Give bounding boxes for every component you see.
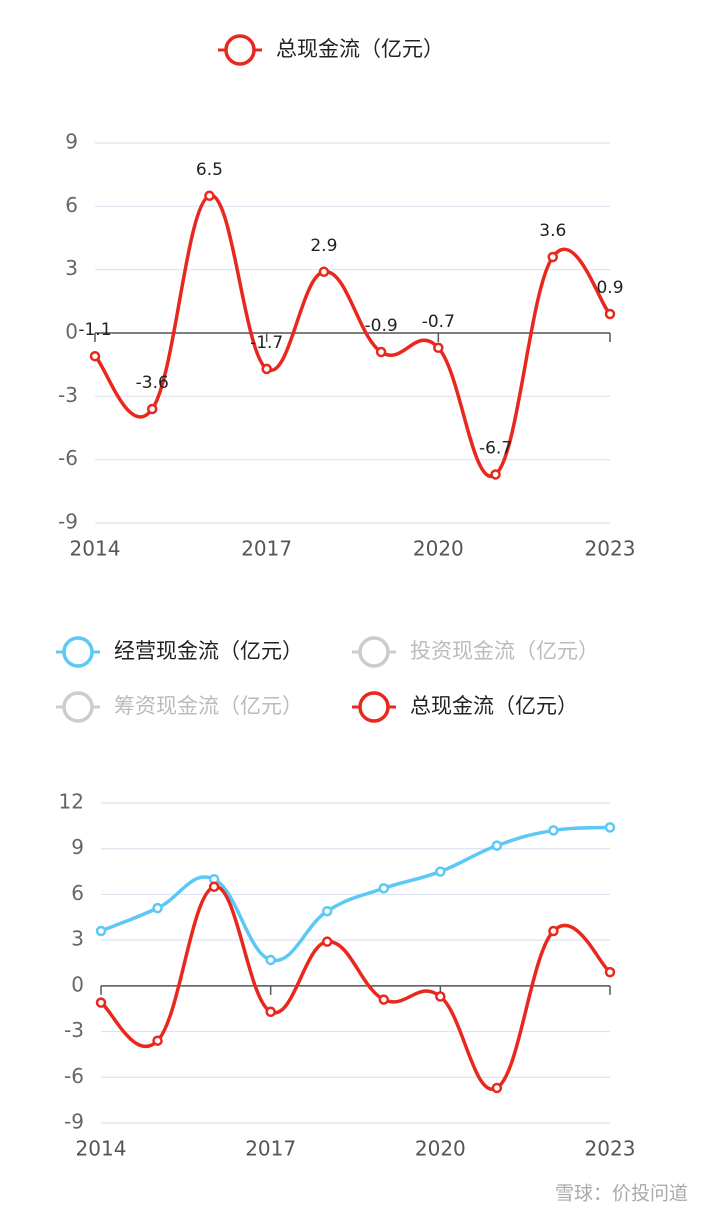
- data-label: -3.6: [136, 373, 169, 393]
- data-label: -1.7: [250, 333, 283, 353]
- point: [548, 925, 559, 937]
- point: [146, 403, 158, 415]
- point: [378, 883, 390, 894]
- point: [548, 825, 559, 836]
- y-tick-label: -3: [58, 383, 78, 407]
- y-tick-label: -6: [58, 446, 78, 470]
- x-tick-label: 2023: [585, 1137, 636, 1161]
- x-tick-label: 2014: [70, 537, 121, 561]
- series-line: [93, 194, 612, 479]
- legend-label: 筹资现金流（亿元）: [114, 694, 303, 718]
- legend-marker: [358, 691, 390, 723]
- point: [95, 997, 107, 1008]
- legend-marker: [224, 34, 256, 66]
- y-tick-label: 9: [65, 130, 78, 154]
- point: [375, 346, 387, 358]
- x-tick-label: 2020: [415, 1137, 466, 1161]
- y-tick-label: 12: [59, 790, 84, 814]
- point: [318, 266, 330, 278]
- point: [152, 902, 163, 914]
- series-line: [99, 885, 612, 1091]
- x-tick-label: 2014: [76, 1137, 127, 1161]
- point: [321, 936, 333, 947]
- y-tick-label: -3: [64, 1018, 84, 1042]
- x-tick-label: 2017: [241, 537, 292, 561]
- y-tick-label: -6: [64, 1064, 84, 1088]
- point: [435, 991, 446, 1002]
- point: [208, 881, 220, 893]
- data-label: -0.9: [365, 316, 398, 336]
- point: [321, 905, 333, 917]
- y-tick-label: 6: [65, 193, 78, 217]
- watermark: 雪球：价投问道: [555, 1183, 688, 1205]
- point: [547, 251, 559, 263]
- point: [378, 994, 390, 1005]
- data-label: 0.9: [596, 278, 623, 298]
- legend-label: 投资现金流（亿元）: [410, 639, 599, 663]
- data-label: -0.7: [422, 312, 455, 332]
- point: [152, 1035, 163, 1046]
- legend-label: 总现金流（亿元）: [276, 37, 444, 61]
- data-label: 3.6: [539, 221, 566, 241]
- point: [265, 1006, 276, 1018]
- x-tick-label: 2023: [585, 537, 636, 561]
- data-label: 2.9: [310, 236, 337, 256]
- legend-marker: [62, 691, 94, 723]
- point: [435, 866, 446, 877]
- point: [491, 840, 503, 851]
- legend-label: 总现金流（亿元）: [410, 694, 578, 718]
- point: [89, 350, 101, 362]
- data-label: -1.1: [78, 320, 111, 340]
- y-tick-label: 3: [71, 927, 84, 951]
- y-tick-label: -9: [64, 1110, 84, 1134]
- legend-marker: [358, 636, 390, 668]
- point: [490, 469, 501, 480]
- data-label: -6.7: [479, 438, 512, 458]
- y-tick-label: 0: [65, 320, 78, 344]
- data-label: 6.5: [196, 160, 223, 180]
- point: [204, 190, 215, 202]
- point: [491, 1082, 503, 1094]
- point: [604, 822, 616, 833]
- series-line: [100, 825, 611, 963]
- x-tick-label: 2020: [413, 537, 464, 561]
- point: [95, 925, 107, 937]
- legend-marker: [62, 636, 94, 668]
- point: [433, 342, 444, 354]
- y-tick-label: 6: [71, 881, 84, 905]
- y-tick-label: 3: [65, 256, 78, 280]
- point: [604, 308, 616, 320]
- x-tick-label: 2017: [245, 1137, 296, 1161]
- y-tick-label: -9: [58, 510, 78, 534]
- y-tick-label: 9: [71, 835, 84, 859]
- point: [604, 966, 616, 978]
- point: [261, 363, 272, 375]
- point: [265, 954, 276, 966]
- legend-label: 经营现金流（亿元）: [114, 639, 303, 663]
- y-tick-label: 0: [71, 972, 84, 996]
